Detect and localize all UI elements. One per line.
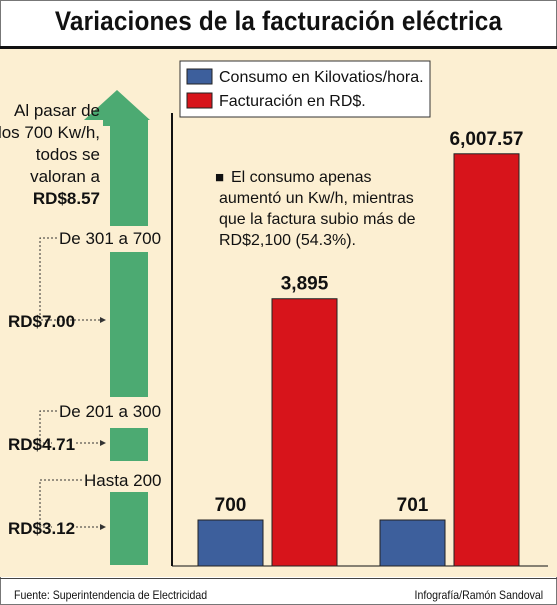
bar-facturacion-0	[271, 298, 338, 567]
tier-labels: De 301 a 700 De 201 a 300 Hasta 200 RD$7…	[8, 229, 162, 538]
bar-consumo-1	[379, 519, 446, 567]
annotation: ■ El consumo apenas aumentó un Kw/h, mie…	[215, 169, 416, 249]
legend-swatch-facturacion	[186, 92, 213, 109]
connector-301-700	[39, 237, 57, 321]
tier-top-line-1: Al pasar de	[14, 101, 100, 120]
tier-price-0-200: RD$3.12	[8, 519, 75, 538]
label-facturacion-0: 3,895	[281, 274, 329, 295]
annotation-line-1: El consumo apenas	[231, 169, 372, 186]
credit-note: Infografía/Ramón Sandoval	[414, 588, 543, 602]
legend-label-consumo: Consumo en Kilovatios/hora.	[219, 69, 424, 86]
connector-0-200	[39, 479, 82, 528]
tier-connectors	[39, 237, 100, 528]
source-note: Fuente: Superintendencia de Electricidad	[14, 588, 208, 602]
legend-label-facturacion: Facturación en RD$.	[219, 93, 366, 110]
legend-swatch-consumo	[186, 68, 213, 85]
infographic-title: Variaciones de la facturación eléctrica	[54, 6, 503, 36]
annotation-line-4: RD$2,100 (54.3%).	[219, 232, 356, 249]
tier-range-301-700: De 301 a 700	[59, 229, 161, 248]
tier-segment-201-300	[110, 428, 148, 461]
label-facturacion-1: 6,007.57	[450, 129, 524, 150]
tier-arrow	[84, 90, 150, 565]
tier-segment-301-700	[110, 252, 148, 397]
tier-top-text: Al pasar de los 700 Kw/h, todos se valor…	[0, 101, 101, 208]
footer-rule	[0, 578, 557, 579]
label-consumo-1: 701	[397, 495, 429, 516]
tier-top-price: RD$8.57	[33, 189, 100, 208]
title-rule	[0, 46, 557, 49]
annotation-line-3: que la factura subio más de	[219, 211, 416, 228]
legend: Consumo en Kilovatios/hora. Facturación …	[179, 60, 431, 118]
legend-box	[179, 60, 431, 118]
arrowhead-0-200	[100, 524, 106, 530]
tier-arrow-head	[84, 90, 150, 126]
arrowhead-201-300	[100, 440, 106, 446]
tier-price-301-700: RD$7.00	[8, 312, 75, 331]
bars-group: 700 701 3,895 6,007.57	[197, 129, 524, 567]
annotation-line-2: aumentó un Kw/h, mientras	[219, 190, 414, 207]
label-consumo-0: 700	[215, 495, 247, 516]
tier-top-line-4: valoran a	[30, 167, 100, 186]
tier-top-line-2: los 700 Kw/h,	[0, 123, 100, 142]
tier-price-201-300: RD$4.71	[8, 435, 75, 454]
bar-consumo-0	[197, 519, 264, 567]
bar-facturacion-1	[453, 153, 520, 567]
tier-leader-arrowheads	[100, 317, 106, 530]
annotation-bullet: ■	[215, 169, 224, 186]
tier-range-0-200: Hasta 200	[84, 471, 162, 490]
tier-segment-0-200	[110, 492, 148, 565]
tier-range-201-300: De 201 a 300	[59, 402, 161, 421]
arrowhead-301-700	[100, 317, 106, 323]
tier-segment-top	[110, 118, 148, 226]
tier-top-line-3: todos se	[36, 145, 100, 164]
connector-201-300	[39, 410, 57, 444]
